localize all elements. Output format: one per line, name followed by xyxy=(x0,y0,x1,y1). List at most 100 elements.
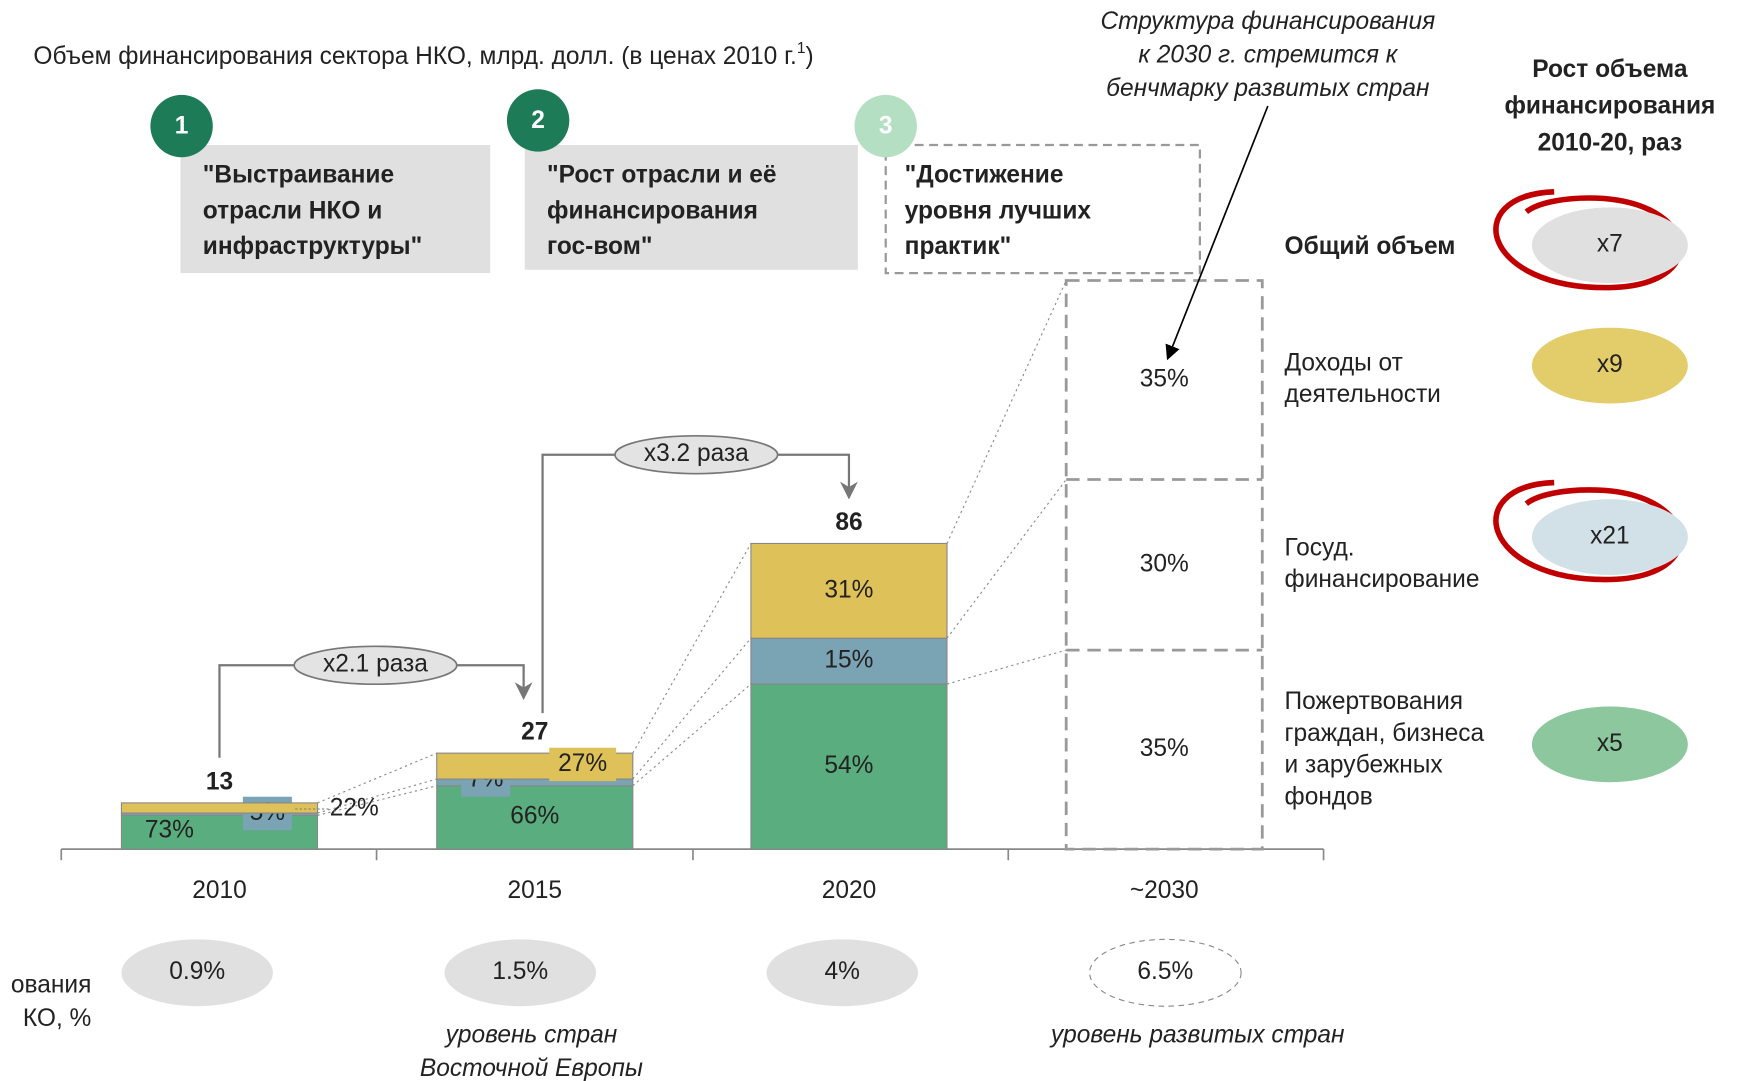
stage-text: инфраструктуры" xyxy=(203,233,422,260)
connector xyxy=(946,479,1067,639)
label-box xyxy=(549,747,617,782)
x-tick-label: 2015 xyxy=(508,877,563,904)
share-value: 1.5% xyxy=(492,958,548,985)
share-note: уровень развитых стран xyxy=(1049,1022,1345,1049)
stage-text: отрасли НКО и xyxy=(203,197,383,224)
share-label: ования xyxy=(11,972,91,999)
growth-badge-label: x2.1 раза xyxy=(323,651,428,678)
segment-label: 30% xyxy=(1140,550,1189,577)
stage-text: финансирования xyxy=(547,197,758,224)
legend-entry: Доходы от деятельности xyxy=(1285,350,1441,409)
share-ellipse xyxy=(121,939,273,1007)
stage-box xyxy=(884,143,1202,275)
connector xyxy=(317,752,437,804)
legend-line: фондов xyxy=(1285,784,1373,811)
stage-text: практик" xyxy=(905,233,1012,260)
bar-segment xyxy=(750,637,948,685)
share-value: 0.9% xyxy=(169,958,225,985)
segment-label: 35% xyxy=(1140,365,1189,392)
stage-box xyxy=(524,144,858,270)
stage-number: 2 xyxy=(531,107,545,134)
legend-entry: Пожертвования граждан, бизнеса и зарубежны… xyxy=(1285,689,1485,811)
legend-line: финансирование xyxy=(1285,567,1480,594)
note-arrow xyxy=(1165,105,1269,361)
bar-segment xyxy=(750,542,948,639)
connector xyxy=(946,280,1067,544)
legend-line: граждан, бизнеса xyxy=(1285,720,1485,747)
connector xyxy=(632,637,752,780)
share-ellipse xyxy=(1089,938,1242,1007)
stage-number: 1 xyxy=(175,113,189,140)
segment-label: 27% xyxy=(558,750,607,777)
connector xyxy=(317,785,437,816)
stage-number: 3 xyxy=(879,113,893,140)
growth-ellipse xyxy=(1531,327,1688,404)
total-row-label: Общий объем xyxy=(1285,233,1456,260)
segment-label: 15% xyxy=(824,647,873,674)
title-text: Объем финансирования сектора НКО, млрд. … xyxy=(33,44,796,71)
stage-box xyxy=(180,144,491,274)
legend-line: Доходы от xyxy=(1285,350,1403,377)
legend-line: Госуд. xyxy=(1285,535,1355,562)
stage-text: "Выстраивание xyxy=(203,162,394,189)
growth-value: x9 xyxy=(1597,351,1623,378)
growth-ellipse xyxy=(1531,706,1688,783)
benchmark-note: Структура финансирования xyxy=(1100,8,1435,35)
share-note: Восточной Европы xyxy=(420,1055,643,1081)
connector xyxy=(946,649,1067,685)
share-ellipse xyxy=(766,939,919,1007)
segment-label: 54% xyxy=(824,752,873,779)
highlight-swoosh xyxy=(1493,479,1684,583)
title-end: ) xyxy=(806,44,814,71)
bar-segment xyxy=(750,683,948,850)
growth-badge-label: x3.2 раза xyxy=(644,440,749,467)
share-note: уровень стран xyxy=(444,1022,618,1049)
benchmark-note: к 2030 г. стремится к xyxy=(1138,41,1398,68)
bar-total: 86 xyxy=(835,509,862,536)
legend-line: и зарубежных xyxy=(1285,752,1443,779)
title-footnote: 1 xyxy=(797,40,806,57)
x-tick-label: ~2030 xyxy=(1130,877,1199,904)
connector xyxy=(632,543,752,754)
connector xyxy=(317,778,437,814)
stage-text: "Достижение xyxy=(905,162,1064,189)
chart-title: Объем финансирования сектора НКО, млрд. … xyxy=(33,40,813,70)
growth-title: Рост объема xyxy=(1532,56,1688,83)
share-label: КО, % xyxy=(23,1005,91,1032)
growth-value: x5 xyxy=(1597,730,1623,757)
bar-total: 13 xyxy=(206,768,233,795)
stage-badge xyxy=(854,94,917,158)
stage-badge xyxy=(150,94,213,158)
highlight-swoosh xyxy=(1493,189,1684,291)
growth-ellipse xyxy=(1531,499,1688,576)
connector xyxy=(632,683,752,787)
stage-text: "Рост отрасли и её xyxy=(547,162,777,189)
legend-line: деятельности xyxy=(1285,382,1441,409)
x-tick-label: 2020 xyxy=(822,877,877,904)
share-ellipse xyxy=(444,939,597,1007)
projected-bar-outline xyxy=(1064,279,1264,851)
segment-label: 73% xyxy=(145,817,194,844)
stage-text: гос-вом" xyxy=(547,233,652,260)
growth-value: x21 xyxy=(1590,523,1630,550)
growth-badge xyxy=(293,645,458,686)
legend-line: Пожертвования xyxy=(1285,689,1463,716)
segment-label: 22% xyxy=(330,794,379,821)
growth-value: x7 xyxy=(1597,231,1623,258)
stage-text: уровня лучших xyxy=(905,197,1092,224)
bar-total: 27 xyxy=(521,719,548,746)
growth-badge xyxy=(614,434,779,475)
share-value: 4% xyxy=(825,958,860,985)
segment-label: 66% xyxy=(510,802,559,829)
stage-badge xyxy=(506,89,570,152)
legend-entry: Госуд. финансирование xyxy=(1285,535,1480,594)
share-value: 6.5% xyxy=(1137,958,1193,985)
benchmark-note: бенчмарку развитых стран xyxy=(1106,75,1429,102)
segment-label: 35% xyxy=(1140,735,1189,762)
growth-title: финансирования xyxy=(1504,93,1715,120)
growth-title: 2010-20, раз xyxy=(1538,129,1683,156)
bar-segment xyxy=(120,802,319,814)
segment-label: 31% xyxy=(824,576,873,603)
